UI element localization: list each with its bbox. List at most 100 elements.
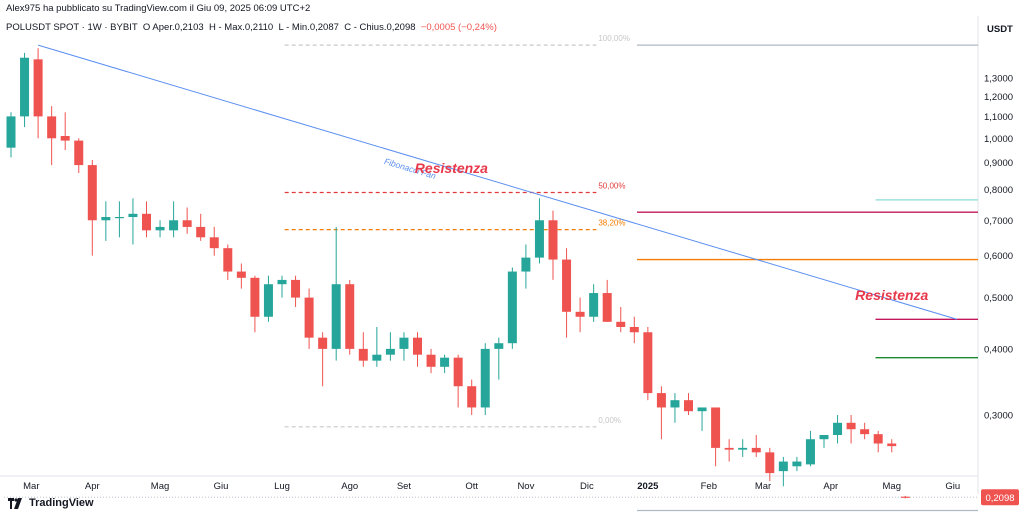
fib-level-label: 0,00% [598, 416, 621, 425]
candle-body[interactable] [805, 439, 815, 465]
footer-brand[interactable]: TradingView [8, 497, 94, 509]
candle-body[interactable] [101, 217, 111, 221]
candle-body[interactable] [209, 237, 219, 249]
x-tick-label: Mag [151, 481, 169, 492]
y-tick-label: 0,5000 [984, 293, 1013, 304]
candle-body[interactable] [589, 293, 599, 317]
candle-body[interactable] [74, 140, 84, 166]
x-tick-label: Apr [823, 481, 838, 492]
candle-body[interactable] [236, 271, 246, 278]
x-tick-label: Mar [23, 481, 39, 492]
candle-body[interactable] [656, 393, 666, 408]
candle-body[interactable] [87, 165, 97, 221]
candle-body[interactable] [480, 348, 490, 408]
y-tick-label: 0,3000 [984, 411, 1013, 422]
x-tick-label: Mar [755, 481, 771, 492]
candle-body[interactable] [711, 407, 721, 448]
y-tick-label: 0,7000 [984, 216, 1013, 227]
candle-body[interactable] [819, 434, 829, 440]
candle-body[interactable] [900, 496, 910, 498]
candle-body[interactable] [345, 284, 355, 349]
candle-body[interactable] [413, 337, 422, 355]
candle-body[interactable] [453, 357, 463, 387]
candle-body[interactable] [616, 321, 626, 327]
x-tick-label: 2025 [637, 481, 659, 492]
candle-body[interactable] [426, 354, 436, 367]
candle-body[interactable] [860, 429, 870, 435]
low-key: L [278, 22, 284, 33]
candle-body[interactable] [304, 297, 314, 338]
candle-body[interactable] [385, 348, 395, 355]
candle-body[interactable] [792, 461, 802, 467]
candle-body[interactable] [318, 337, 328, 349]
x-tick-label: Mag [883, 481, 901, 492]
x-tick-label: Giu [945, 481, 960, 492]
candle-body[interactable] [6, 116, 16, 148]
candle-body[interactable] [873, 434, 883, 444]
candle-body[interactable] [47, 116, 57, 139]
candle-body[interactable] [833, 422, 843, 435]
candle-body[interactable] [277, 279, 287, 285]
candle-body[interactable] [724, 447, 734, 450]
candle-body[interactable] [60, 136, 70, 141]
candle-body[interactable] [399, 337, 409, 349]
candle-body[interactable] [738, 447, 748, 450]
candle-body[interactable] [223, 248, 233, 272]
candle-body[interactable] [887, 443, 897, 447]
candle-body[interactable] [440, 357, 450, 367]
low-value: Min.0,2087 [291, 22, 339, 33]
candle-body[interactable] [751, 447, 761, 453]
close-key: C [344, 22, 352, 33]
candle-body[interactable] [494, 343, 504, 349]
currency-label: USDT [987, 24, 1013, 35]
candle-body[interactable] [20, 57, 30, 117]
candle-body[interactable] [602, 293, 612, 322]
candle-body[interactable] [142, 213, 151, 231]
candle-body[interactable] [846, 422, 856, 430]
candle-body[interactable] [372, 354, 382, 361]
candle-body[interactable] [643, 332, 653, 394]
candle-body[interactable] [467, 386, 477, 408]
candle-body[interactable] [507, 271, 517, 344]
candle-body[interactable] [155, 226, 165, 231]
candle-body[interactable] [684, 400, 693, 412]
last-price-label: 0,2098 [985, 493, 1014, 504]
candle-body[interactable] [114, 217, 124, 219]
candle-body[interactable] [778, 461, 788, 472]
candle-body[interactable] [263, 284, 273, 317]
candle-body[interactable] [358, 348, 368, 361]
candle-body[interactable] [670, 400, 680, 408]
candle-body[interactable] [331, 284, 341, 349]
candle-body[interactable] [765, 452, 775, 474]
candle-body[interactable] [548, 220, 558, 260]
candle-body[interactable] [562, 259, 572, 312]
fibonacci-fan-line[interactable] [37, 44, 957, 320]
x-tick-label: Ago [341, 481, 358, 492]
candle-body[interactable] [182, 220, 192, 227]
y-tick-label: 1,2000 [984, 92, 1013, 103]
candle-body[interactable] [697, 407, 707, 412]
last-price-badge [981, 489, 1019, 506]
y-tick-label: 0,6000 [984, 251, 1013, 262]
open-value: Aper.0,2103 [152, 22, 204, 33]
candle-body[interactable] [196, 226, 206, 238]
candle-body[interactable] [629, 326, 639, 333]
fib-level-label: 50,00% [598, 181, 625, 190]
candle-body[interactable] [250, 277, 260, 317]
x-tick-label: Feb [701, 481, 717, 492]
candle-body[interactable] [534, 220, 544, 258]
y-tick-label: 1,3000 [984, 74, 1013, 85]
candle-body[interactable] [291, 279, 301, 298]
candle-body[interactable] [169, 220, 179, 231]
candle-body[interactable] [33, 59, 43, 117]
x-tick-label: Ott [465, 481, 478, 492]
candle-body[interactable] [521, 257, 531, 272]
open-key: O [142, 22, 151, 33]
candle-body[interactable] [128, 213, 138, 218]
candle-body[interactable] [575, 311, 585, 317]
tradingview-logo-icon [8, 497, 24, 509]
y-tick-label: 1,0000 [984, 134, 1013, 145]
x-tick-label: Apr [85, 481, 100, 492]
close-value: Chius.0,2098 [359, 22, 416, 33]
